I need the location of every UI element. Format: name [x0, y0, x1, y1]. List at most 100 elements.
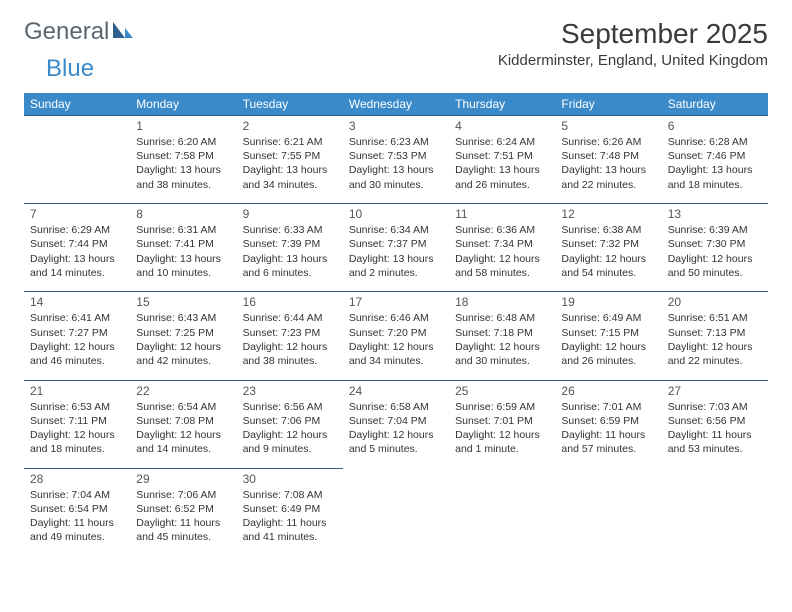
day-info: Sunrise: 6:36 AMSunset: 7:34 PMDaylight:…	[455, 223, 549, 280]
day-info: Sunrise: 6:44 AMSunset: 7:23 PMDaylight:…	[243, 311, 337, 368]
day-info: Sunrise: 6:33 AMSunset: 7:39 PMDaylight:…	[243, 223, 337, 280]
day-number: 11	[455, 207, 549, 221]
day-number: 25	[455, 384, 549, 398]
day-number: 5	[561, 119, 655, 133]
day-info: Sunrise: 6:28 AMSunset: 7:46 PMDaylight:…	[668, 135, 762, 192]
calendar-empty-cell	[555, 468, 661, 550]
logo-text-blue: Blue	[46, 55, 94, 82]
calendar-day-cell: 14 Sunrise: 6:41 AMSunset: 7:27 PMDayligh…	[24, 292, 130, 374]
calendar-day-cell: 22 Sunrise: 6:54 AMSunset: 7:08 PMDayligh…	[130, 380, 236, 462]
month-title: September 2025	[498, 18, 768, 50]
calendar-empty-cell	[24, 116, 130, 198]
day-info: Sunrise: 6:58 AMSunset: 7:04 PMDaylight:…	[349, 400, 443, 457]
day-number: 28	[30, 472, 124, 486]
calendar-day-cell: 26 Sunrise: 7:01 AMSunset: 6:59 PMDayligh…	[555, 380, 661, 462]
day-number: 24	[349, 384, 443, 398]
day-info: Sunrise: 7:06 AMSunset: 6:52 PMDaylight:…	[136, 488, 230, 545]
day-number: 30	[243, 472, 337, 486]
calendar-day-cell: 4 Sunrise: 6:24 AMSunset: 7:51 PMDaylight…	[449, 116, 555, 198]
day-number: 20	[668, 295, 762, 309]
calendar-day-cell: 30 Sunrise: 7:08 AMSunset: 6:49 PMDayligh…	[237, 468, 343, 550]
day-info: Sunrise: 7:08 AMSunset: 6:49 PMDaylight:…	[243, 488, 337, 545]
calendar-day-cell: 15 Sunrise: 6:43 AMSunset: 7:25 PMDayligh…	[130, 292, 236, 374]
calendar-day-cell: 24 Sunrise: 6:58 AMSunset: 7:04 PMDayligh…	[343, 380, 449, 462]
day-info: Sunrise: 6:26 AMSunset: 7:48 PMDaylight:…	[561, 135, 655, 192]
calendar-day-cell: 2 Sunrise: 6:21 AMSunset: 7:55 PMDaylight…	[237, 116, 343, 198]
day-number: 16	[243, 295, 337, 309]
weekday-header: Sunday	[24, 93, 130, 116]
day-number: 21	[30, 384, 124, 398]
calendar-body: 1 Sunrise: 6:20 AMSunset: 7:58 PMDaylight…	[24, 116, 768, 551]
calendar-day-cell: 6 Sunrise: 6:28 AMSunset: 7:46 PMDaylight…	[662, 116, 768, 198]
calendar-day-cell: 23 Sunrise: 6:56 AMSunset: 7:06 PMDayligh…	[237, 380, 343, 462]
weekday-header: Friday	[555, 93, 661, 116]
day-info: Sunrise: 6:46 AMSunset: 7:20 PMDaylight:…	[349, 311, 443, 368]
calendar-day-cell: 11 Sunrise: 6:36 AMSunset: 7:34 PMDayligh…	[449, 204, 555, 286]
day-number: 19	[561, 295, 655, 309]
day-info: Sunrise: 7:01 AMSunset: 6:59 PMDaylight:…	[561, 400, 655, 457]
day-number: 9	[243, 207, 337, 221]
day-number: 23	[243, 384, 337, 398]
day-info: Sunrise: 7:03 AMSunset: 6:56 PMDaylight:…	[668, 400, 762, 457]
day-info: Sunrise: 7:04 AMSunset: 6:54 PMDaylight:…	[30, 488, 124, 545]
location-text: Kidderminster, England, United Kingdom	[498, 52, 768, 69]
calendar-day-cell: 18 Sunrise: 6:48 AMSunset: 7:18 PMDayligh…	[449, 292, 555, 374]
calendar-week-row: 14 Sunrise: 6:41 AMSunset: 7:27 PMDayligh…	[24, 292, 768, 374]
calendar-day-cell: 5 Sunrise: 6:26 AMSunset: 7:48 PMDaylight…	[555, 116, 661, 198]
day-number: 22	[136, 384, 230, 398]
day-number: 12	[561, 207, 655, 221]
day-info: Sunrise: 6:43 AMSunset: 7:25 PMDaylight:…	[136, 311, 230, 368]
day-number: 18	[455, 295, 549, 309]
day-number: 13	[668, 207, 762, 221]
calendar-day-cell: 1 Sunrise: 6:20 AMSunset: 7:58 PMDaylight…	[130, 116, 236, 198]
calendar-day-cell: 13Sunrise: 6:39 AMSunset: 7:30 PMDayligh…	[662, 204, 768, 286]
calendar-day-cell: 19Sunrise: 6:49 AMSunset: 7:15 PMDayligh…	[555, 292, 661, 374]
day-info: Sunrise: 6:51 AMSunset: 7:13 PMDaylight:…	[668, 311, 762, 368]
calendar-day-cell: 8 Sunrise: 6:31 AMSunset: 7:41 PMDaylight…	[130, 204, 236, 286]
day-info: Sunrise: 6:56 AMSunset: 7:06 PMDaylight:…	[243, 400, 337, 457]
calendar-day-cell: 10Sunrise: 6:34 AMSunset: 7:37 PMDayligh…	[343, 204, 449, 286]
calendar-week-row: 1 Sunrise: 6:20 AMSunset: 7:58 PMDaylight…	[24, 116, 768, 198]
day-number: 15	[136, 295, 230, 309]
day-number: 6	[668, 119, 762, 133]
calendar-day-cell: 27 Sunrise: 7:03 AMSunset: 6:56 PMDayligh…	[662, 380, 768, 462]
calendar-week-row: 28 Sunrise: 7:04 AMSunset: 6:54 PMDayligh…	[24, 468, 768, 550]
day-info: Sunrise: 6:54 AMSunset: 7:08 PMDaylight:…	[136, 400, 230, 457]
day-info: Sunrise: 6:48 AMSunset: 7:18 PMDaylight:…	[455, 311, 549, 368]
day-number: 26	[561, 384, 655, 398]
calendar-day-cell: 9 Sunrise: 6:33 AMSunset: 7:39 PMDaylight…	[237, 204, 343, 286]
day-number: 27	[668, 384, 762, 398]
calendar-week-row: 21Sunrise: 6:53 AMSunset: 7:11 PMDayligh…	[24, 380, 768, 462]
day-number: 14	[30, 295, 124, 309]
day-info: Sunrise: 6:59 AMSunset: 7:01 PMDaylight:…	[455, 400, 549, 457]
day-info: Sunrise: 6:31 AMSunset: 7:41 PMDaylight:…	[136, 223, 230, 280]
calendar-day-cell: 12 Sunrise: 6:38 AMSunset: 7:32 PMDayligh…	[555, 204, 661, 286]
calendar-day-cell: 29 Sunrise: 7:06 AMSunset: 6:52 PMDayligh…	[130, 468, 236, 550]
weekday-header-row: SundayMondayTuesdayWednesdayThursdayFrid…	[24, 93, 768, 116]
calendar-empty-cell	[449, 468, 555, 550]
day-info: Sunrise: 6:41 AMSunset: 7:27 PMDaylight:…	[30, 311, 124, 368]
day-number: 10	[349, 207, 443, 221]
day-number: 8	[136, 207, 230, 221]
day-number: 1	[136, 119, 230, 133]
day-info: Sunrise: 6:38 AMSunset: 7:32 PMDaylight:…	[561, 223, 655, 280]
calendar-day-cell: 28 Sunrise: 7:04 AMSunset: 6:54 PMDayligh…	[24, 468, 130, 550]
calendar-day-cell: 7Sunrise: 6:29 AMSunset: 7:44 PMDaylight…	[24, 204, 130, 286]
day-number: 3	[349, 119, 443, 133]
calendar-day-cell: 21Sunrise: 6:53 AMSunset: 7:11 PMDayligh…	[24, 380, 130, 462]
weekday-header: Saturday	[662, 93, 768, 116]
day-info: Sunrise: 6:24 AMSunset: 7:51 PMDaylight:…	[455, 135, 549, 192]
weekday-header: Thursday	[449, 93, 555, 116]
logo-sail-icon	[111, 20, 133, 45]
day-info: Sunrise: 6:21 AMSunset: 7:55 PMDaylight:…	[243, 135, 337, 192]
weekday-header: Monday	[130, 93, 236, 116]
weekday-header: Wednesday	[343, 93, 449, 116]
calendar-week-row: 7Sunrise: 6:29 AMSunset: 7:44 PMDaylight…	[24, 204, 768, 286]
day-number: 2	[243, 119, 337, 133]
day-number: 29	[136, 472, 230, 486]
day-info: Sunrise: 6:20 AMSunset: 7:58 PMDaylight:…	[136, 135, 230, 192]
calendar-day-cell: 20 Sunrise: 6:51 AMSunset: 7:13 PMDayligh…	[662, 292, 768, 374]
calendar-day-cell: 17Sunrise: 6:46 AMSunset: 7:20 PMDayligh…	[343, 292, 449, 374]
weekday-header: Tuesday	[237, 93, 343, 116]
day-number: 4	[455, 119, 549, 133]
